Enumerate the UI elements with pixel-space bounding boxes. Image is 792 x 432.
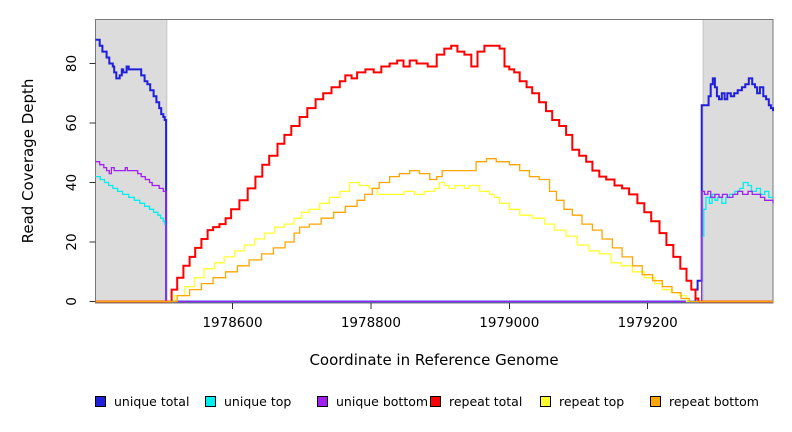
legend-item-repeat-bottom: repeat bottom [650, 392, 759, 410]
legend-label: repeat total [449, 393, 523, 409]
y-axis-tick-label: 60 [64, 114, 80, 131]
x-axis-tick-label: 1979200 [618, 315, 678, 331]
legend-color-swatch-icon [430, 395, 441, 407]
legend-color-swatch-icon [317, 395, 328, 407]
legend-label: unique bottom [336, 393, 429, 409]
legend-label: repeat bottom [669, 393, 759, 409]
x-axis-title: Coordinate in Reference Genome [309, 351, 559, 369]
legend-item-unique-total: unique total [95, 392, 189, 410]
masked-region-shading [95, 19, 168, 304]
plot-box [95, 19, 774, 304]
y-axis-tick-label: 0 [64, 297, 80, 306]
legend-color-swatch-icon [95, 395, 106, 407]
y-axis-tick-label: 40 [64, 174, 80, 191]
series-repeat-bottom-line [95, 158, 773, 303]
series-unique-top-line [95, 175, 773, 303]
legend-item-unique-top: unique top [205, 392, 291, 410]
series-unique-bottom-line [95, 161, 774, 303]
legend-color-swatch-icon [205, 395, 216, 407]
legend: unique total unique top unique bottom repea… [0, 392, 792, 414]
x-axis-tick-label: 1978600 [202, 315, 262, 331]
y-axis-tick-label: 80 [64, 55, 80, 72]
x-axis-tick-label: 1978800 [341, 315, 401, 331]
y-axis-tick-label: 20 [64, 233, 80, 250]
legend-label: unique total [114, 393, 190, 409]
series-repeat-top-line [95, 181, 773, 303]
series-repeat-total-line [95, 44, 773, 303]
legend-item-repeat-top: repeat top [540, 392, 624, 410]
legend-color-swatch-icon [540, 395, 551, 407]
masked-region-shading [702, 19, 774, 304]
legend-color-swatch-icon [650, 395, 661, 407]
legend-item-repeat-total: repeat total [430, 392, 522, 410]
series-unique-total-line [95, 38, 774, 303]
x-axis-tick-label: 1979000 [479, 315, 539, 331]
legend-label: unique top [224, 393, 292, 409]
y-axis-title: Read Coverage Depth [19, 78, 37, 244]
legend-label: repeat top [559, 393, 625, 409]
legend-item-unique-bottom: unique bottom [317, 392, 428, 410]
